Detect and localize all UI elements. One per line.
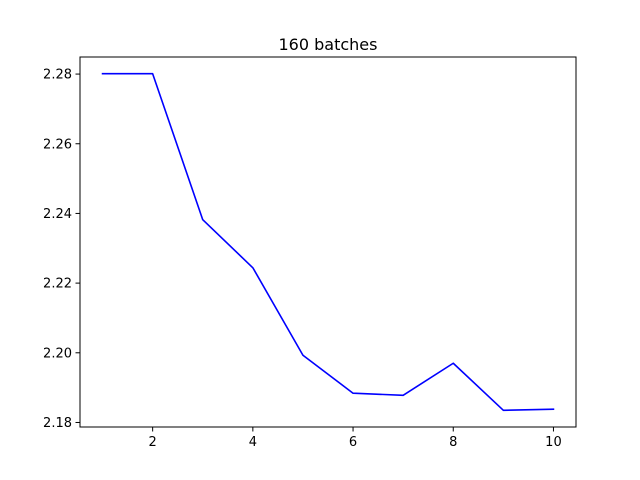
y-tick-label: 2.28	[43, 68, 72, 83]
plot-area	[101, 72, 555, 412]
y-tick-label: 2.26	[43, 137, 72, 152]
series-line-0	[101, 72, 555, 412]
x-tick-label: 6	[349, 435, 357, 450]
axes: 2 4 6 8 10 2.18 2.20 2.22 2.24 2.26 2.28	[43, 56, 577, 450]
x-tick-label: 2	[149, 435, 157, 450]
y-tick-label: 2.20	[43, 346, 72, 361]
x-tick-label: 8	[449, 435, 457, 450]
y-tick-label: 2.24	[43, 207, 72, 222]
chart-title: 160 batches	[279, 35, 378, 54]
x-tick-label: 4	[249, 435, 257, 450]
x-tick-label: 10	[545, 435, 562, 450]
y-tick-label: 2.18	[43, 416, 72, 431]
axes-frame	[79, 56, 577, 428]
y-tick-label: 2.22	[43, 277, 72, 292]
